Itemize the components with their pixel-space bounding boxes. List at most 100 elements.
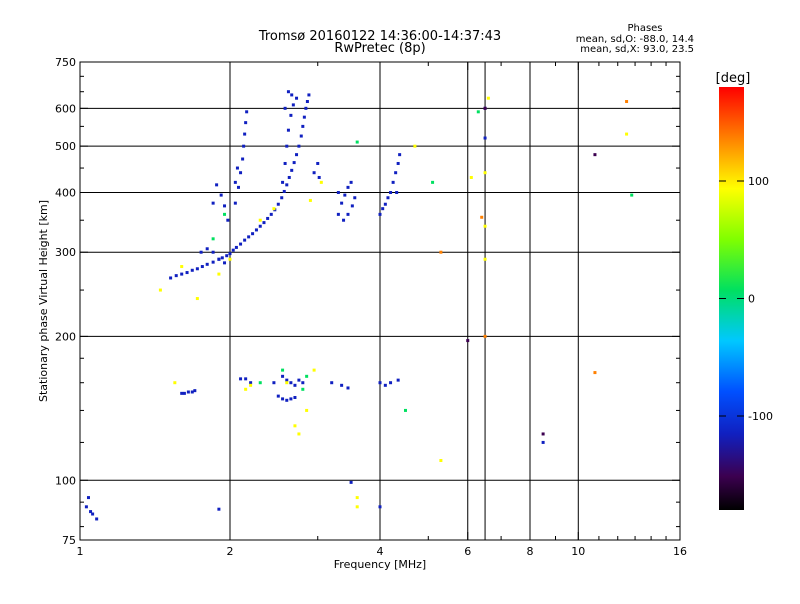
data-point [211,201,215,205]
data-point [220,256,224,260]
data-point [233,201,237,205]
data-point [280,196,284,200]
data-point [342,218,346,222]
data-point [211,260,215,264]
data-point [173,381,177,385]
data-point [378,381,382,385]
data-point [258,381,262,385]
colorbar-tick-label: -100 [748,410,773,423]
colorbar-label: [deg] [716,71,751,86]
y-tick-label: 300 [55,246,76,259]
colorbar-ticks: 100 0 -100 [719,175,773,423]
y-axis-ticks: 75 100 200 300 400 500 600 750 [55,56,680,547]
data-point [169,276,173,280]
data-point [285,183,289,187]
data-point [235,166,239,170]
data-point [231,248,235,252]
legend-title: Phases [627,23,662,34]
data-point [91,512,95,516]
data-point [205,247,209,251]
data-point [378,212,382,216]
data-point [244,387,248,391]
data-point [249,381,253,385]
data-point [283,161,287,165]
data-point [302,115,306,119]
data-point [297,144,301,148]
data-point [340,201,344,205]
data-point [346,212,350,216]
y-tick-label: 100 [55,474,76,487]
data-point [349,180,353,184]
data-point [226,218,230,222]
legend-line-x: mean, sd,X: 93.0, 23.5 [580,44,694,55]
data-point [219,193,223,197]
data-point [182,391,186,395]
data-point [541,440,545,444]
colorbar-tick-label: 0 [748,293,755,306]
data-point [89,510,93,514]
data-point [305,408,309,412]
data-point [483,171,487,175]
data-point [317,175,321,179]
data-point [217,272,221,276]
data-point [316,161,320,165]
data-point [439,458,443,462]
data-point [251,232,255,236]
data-point [483,106,487,110]
data-point [299,134,303,138]
data-point [289,113,293,117]
x-tick-label: 6 [464,545,471,558]
colorbar-tick-label: 100 [748,175,769,188]
data-point [236,185,240,189]
data-point [383,383,387,387]
data-point [195,297,199,301]
data-point [301,124,305,128]
data-point [285,378,289,382]
data-point [541,432,545,436]
data-point [266,216,270,220]
data-point [389,190,393,194]
data-point [239,242,243,246]
data-point [312,171,316,175]
data-point [258,218,262,222]
data-point [593,371,597,375]
data-point [258,224,262,228]
x-axis-label: Frequency [MHz] [334,558,426,571]
data-point [289,397,293,401]
data-point [287,175,291,179]
data-point [630,193,634,197]
data-point [193,389,197,393]
data-point [394,171,398,175]
data-point [285,144,289,148]
data-point [297,432,301,436]
data-point [223,204,227,208]
data-point [355,496,359,500]
data-point [355,505,359,509]
data-point [245,110,249,114]
data-point [413,144,417,148]
data-point [180,391,184,395]
data-point [262,221,266,225]
data-point [233,180,237,184]
data-point [200,265,204,269]
data-point [336,212,340,216]
data-point [291,103,295,107]
x-tick-label: 8 [527,545,534,558]
data-point [292,161,296,165]
data-point [483,136,487,140]
data-point [211,237,215,241]
data-point [293,383,297,387]
data-point [254,228,258,232]
data-point [158,288,162,292]
data-point [285,398,289,402]
data-point [483,257,487,261]
data-point [190,268,194,272]
data-point [272,381,276,385]
data-point [319,180,323,184]
y-tick-label: 500 [55,140,76,153]
data-point [244,121,248,125]
data-point [211,250,215,254]
data-point [205,262,209,266]
data-point [396,161,400,165]
